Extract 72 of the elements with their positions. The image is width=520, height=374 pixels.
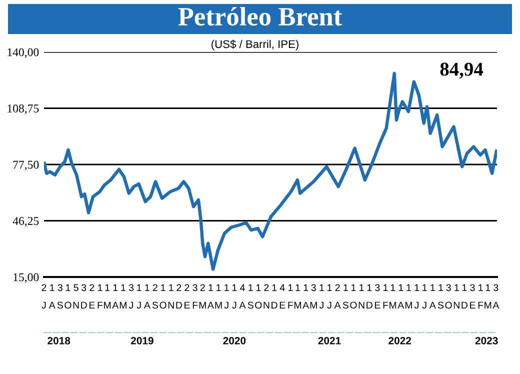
x-tick-label: 1 F: [288, 284, 294, 309]
x-tick-label: 2 A: [334, 284, 341, 309]
x-tick-label: 1 J: [224, 284, 229, 309]
x-tick-label: 1 A: [48, 284, 56, 309]
x-tick-label: 1 O: [255, 284, 262, 309]
x-tick-label: 1 M: [215, 284, 222, 309]
x2-tick-label: 2023: [475, 336, 498, 344]
x-tick-label: 1 M: [104, 284, 111, 309]
annotation: 84,94: [440, 62, 484, 79]
x-tick-label: 4 A: [239, 284, 246, 309]
chart-subtitle: (US$ / Barril, IPE): [212, 40, 298, 50]
x-tick-label: 1 D: [462, 284, 468, 309]
x-tick-label: 1 M: [484, 284, 492, 309]
x2-tick-label: 2018: [48, 336, 70, 344]
x-tick-label: 5 N: [73, 284, 79, 309]
x-tick-label: 2 D: [176, 284, 182, 309]
x-tick-label: 1 F: [383, 284, 388, 309]
x-tick-label: 2 N: [264, 284, 270, 309]
x2-tick-label: 2020: [223, 336, 246, 344]
x-tick-label: 4 E: [280, 284, 286, 309]
y-tick-label: 108,75: [8, 104, 39, 114]
x-tick-label: 1 A: [429, 284, 436, 309]
x-tick-label: 2 S: [152, 284, 158, 309]
x-tick-label: 3 J: [128, 284, 134, 309]
x-tick-label: 1 D: [366, 284, 372, 309]
x-tick-label: 3 S: [57, 284, 63, 309]
x-tick-label: 1 J: [136, 284, 142, 309]
x-tick-label: 3 D: [81, 284, 87, 309]
x-tick-label: 3 F: [192, 284, 198, 309]
x-tick-label: 1 J: [232, 284, 237, 309]
x2-tick-label: 2022: [388, 336, 412, 344]
x-tick-label: 2 E: [184, 284, 190, 309]
x-tick-label: 1 M: [405, 284, 412, 309]
x-tick-label: 1 M: [120, 284, 126, 309]
x2-tick-label: 2019: [130, 336, 154, 344]
y-tick-label: 15,00: [14, 273, 39, 283]
x-tick-label: 1 O: [350, 284, 357, 309]
x-tick-label: 1 O: [160, 284, 166, 309]
y-tick-label: 140,00: [8, 48, 39, 58]
chart-title: Petróleo Brent: [178, 7, 342, 26]
y-tick-label: 46,25: [12, 217, 39, 227]
x-tick-label: 3 M: [310, 284, 317, 309]
x-tick-label: 2 J: [42, 284, 46, 309]
x2-tick-label: 2021: [318, 336, 341, 344]
x-tick-label: 1 S: [438, 284, 444, 309]
x-tick-label: 1 A: [112, 284, 119, 309]
x-tick-label: 1 N: [168, 284, 174, 309]
x-tick-label: 1 N: [454, 284, 460, 309]
x-tick-label: 3 A: [492, 284, 500, 309]
x-tick-label: 1 A: [398, 284, 404, 309]
x-tick-label: 1 D: [272, 284, 278, 309]
x-tick-label: 3 O: [445, 284, 452, 309]
x-tick-label: 3 E: [374, 284, 380, 309]
x-tick-label: 1 J: [414, 284, 419, 309]
x-tick-label: 1 J: [422, 284, 427, 309]
x-tick-label: 1 N: [358, 284, 364, 309]
x-tick-label: 1 A: [207, 284, 214, 309]
x-tick-label: 2 M: [199, 284, 206, 309]
x-tick-label: 1 S: [248, 284, 254, 309]
x-tick-label: 2 E: [89, 284, 95, 309]
x-tick-label: 1 A: [302, 284, 310, 309]
x-tick-label: 1 A: [144, 284, 150, 309]
x-tick-label: 1 F: [478, 284, 484, 309]
y-tick-label: 77,50: [13, 160, 39, 170]
x-tick-label: 1 J: [327, 284, 332, 309]
x-tick-label: 1 M: [390, 284, 396, 309]
x-tick-label: 1 F: [98, 284, 103, 309]
x-tick-label: 3 E: [470, 284, 476, 309]
x-tick-label: 1 J: [319, 284, 324, 309]
x-tick-label: 1 O: [64, 284, 72, 309]
x-tick-label: 1 S: [342, 284, 348, 309]
x-tick-label: 1 M: [294, 284, 301, 309]
